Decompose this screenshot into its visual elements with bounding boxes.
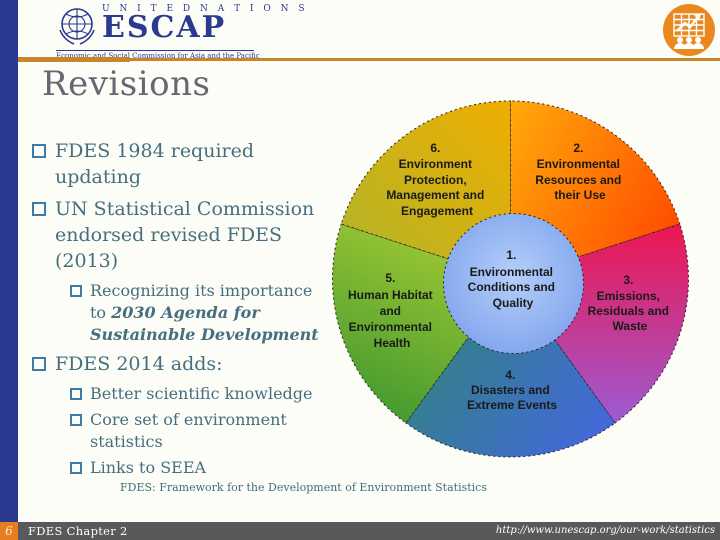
page-number-badge: 6 xyxy=(0,522,18,540)
un-emblem-icon xyxy=(59,8,95,45)
bullet-list: FDES 1984 required updating UN Statistic… xyxy=(32,138,336,484)
list-item: Better scientific knowledge xyxy=(70,383,332,405)
escap-wordmark: ESCAP xyxy=(102,10,227,45)
center-circle-environmental-conditions xyxy=(443,213,584,354)
escap-tagline: Economic and Social Commission for Asia … xyxy=(56,50,260,60)
statistics-icon xyxy=(663,4,715,56)
footer-url: http://www.unescap.org/our-work/statisti… xyxy=(495,525,715,536)
square-bullet-icon xyxy=(32,144,46,158)
segment-5-label: 5. Human Habitat and Environmental Healt… xyxy=(348,271,436,350)
segment-4-disasters-extreme-events xyxy=(405,278,616,458)
footer-bar: FDES Chapter 2 http://www.unescap.org/ou… xyxy=(18,522,720,540)
segment-2-label: 2. Environmental Resources and their Use xyxy=(535,141,624,202)
header-rule-thick xyxy=(18,57,130,62)
header-rule-thin xyxy=(130,58,720,61)
square-bullet-icon xyxy=(32,202,46,216)
square-bullet-icon xyxy=(70,414,82,426)
united-nations-label: U N I T E D N A T I O N S xyxy=(102,4,308,14)
list-item: UN Statistical Commission endorsed revis… xyxy=(32,196,336,274)
list-item: Core set of environment statistics xyxy=(70,409,332,453)
square-bullet-icon xyxy=(70,462,82,474)
square-bullet-icon xyxy=(70,285,82,297)
segment-6-label: 6. Environment Protection, Management an… xyxy=(386,141,487,218)
square-bullet-icon xyxy=(32,357,46,371)
center-circle-label: 1. Environmental Conditions and Quality xyxy=(468,248,559,310)
list-item: FDES 1984 required updating xyxy=(32,138,336,190)
escap-logo: U N I T E D N A T I O N S ESCAP Economic… xyxy=(56,4,305,60)
list-item: Links to SEEA xyxy=(70,457,332,479)
diagram-caption: FDES: Framework for the Development of E… xyxy=(120,481,487,494)
segment-3-label: 3. Emissions, Residuals and Waste xyxy=(588,273,673,333)
footer-chapter-label: FDES Chapter 2 xyxy=(28,524,128,538)
segment-4-label: 4. Disasters and Extreme Events xyxy=(467,368,557,412)
list-item: Recognizing its importance to 2030 Agend… xyxy=(70,280,332,346)
fdes-wheel-diagram: 6. Environment Protection, Management an… xyxy=(332,100,689,458)
list-item: FDES 2014 adds: xyxy=(32,351,336,377)
page-title: Revisions xyxy=(42,64,211,104)
square-bullet-icon xyxy=(70,388,82,400)
left-accent-bar xyxy=(0,0,18,522)
